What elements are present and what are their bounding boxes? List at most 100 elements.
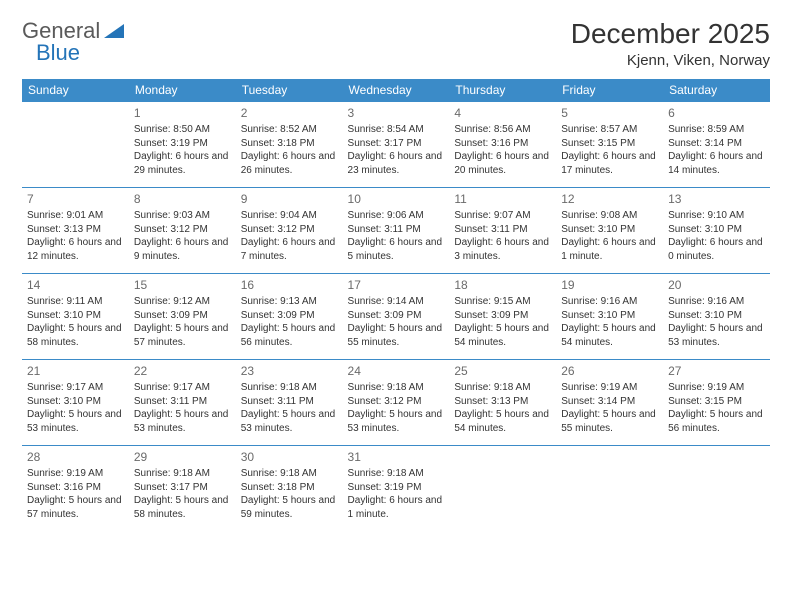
day-number: 7 — [27, 191, 124, 207]
sunset-text: Sunset: 3:10 PM — [668, 309, 765, 323]
title-block: December 2025 Kjenn, Viken, Norway — [571, 18, 770, 69]
sunrise-text: Sunrise: 9:16 AM — [668, 295, 765, 309]
day-number: 22 — [134, 363, 231, 379]
calendar-day-cell: 7Sunrise: 9:01 AMSunset: 3:13 PMDaylight… — [22, 188, 129, 274]
daylight-text: Daylight: 5 hours and 55 minutes. — [561, 408, 658, 435]
day-number: 17 — [348, 277, 445, 293]
sunrise-text: Sunrise: 9:15 AM — [454, 295, 551, 309]
calendar-day-cell: 19 Sunrise: 9:16 AMSunset: 3:10 PMDayligh… — [556, 274, 663, 360]
calendar-day-cell: 5Sunrise: 8:57 AMSunset: 3:15 PMDaylight… — [556, 102, 663, 188]
calendar-day-cell: 9Sunrise: 9:04 AMSunset: 3:12 PMDaylight… — [236, 188, 343, 274]
calendar-day-cell — [556, 446, 663, 532]
sunrise-text: Sunrise: 9:17 AM — [134, 381, 231, 395]
calendar-day-cell: 14 Sunrise: 9:11 AMSunset: 3:10 PMDayligh… — [22, 274, 129, 360]
daylight-text: Daylight: 6 hours and 7 minutes. — [241, 236, 338, 263]
day-number: 31 — [348, 449, 445, 465]
sunset-text: Sunset: 3:14 PM — [561, 395, 658, 409]
sunrise-text: Sunrise: 8:50 AM — [134, 123, 231, 137]
calendar-day-cell: 4 Sunrise: 8:56 AMSunset: 3:16 PMDaylight… — [449, 102, 556, 188]
sunrise-text: Sunrise: 8:56 AM — [454, 123, 551, 137]
sunrise-text: Sunrise: 9:01 AM — [27, 209, 124, 223]
sunrise-text: Sunrise: 9:18 AM — [134, 467, 231, 481]
day-number: 28 — [27, 449, 124, 465]
weekday-header: Wednesday — [343, 79, 450, 102]
day-number: 25 — [454, 363, 551, 379]
sunset-text: Sunset: 3:10 PM — [561, 309, 658, 323]
day-number: 30 — [241, 449, 338, 465]
calendar-day-cell: 30 Sunrise: 9:18 AMSunset: 3:18 PMDayligh… — [236, 446, 343, 532]
calendar-day-cell: 27Sunrise: 9:19 AMSunset: 3:15 PMDayligh… — [663, 360, 770, 446]
daylight-text: Daylight: 6 hours and 0 minutes. — [668, 236, 765, 263]
day-number: 19 — [561, 277, 658, 293]
daylight-text: Daylight: 6 hours and 14 minutes. — [668, 150, 765, 177]
sunrise-text: Sunrise: 9:18 AM — [241, 467, 338, 481]
weekday-header: Thursday — [449, 79, 556, 102]
sunset-text: Sunset: 3:10 PM — [27, 309, 124, 323]
calendar-day-cell: 23Sunrise: 9:18 AMSunset: 3:11 PMDayligh… — [236, 360, 343, 446]
day-number: 27 — [668, 363, 765, 379]
day-number: 26 — [561, 363, 658, 379]
calendar-week-row: 7Sunrise: 9:01 AMSunset: 3:13 PMDaylight… — [22, 188, 770, 274]
calendar-day-cell — [449, 446, 556, 532]
daylight-text: Daylight: 5 hours and 53 minutes. — [27, 408, 124, 435]
logo-triangle-icon — [104, 22, 124, 40]
daylight-text: Daylight: 6 hours and 17 minutes. — [561, 150, 658, 177]
calendar-day-cell: 22Sunrise: 9:17 AMSunset: 3:11 PMDayligh… — [129, 360, 236, 446]
day-number: 1 — [134, 105, 231, 121]
calendar-day-cell — [22, 102, 129, 188]
daylight-text: Daylight: 5 hours and 59 minutes. — [241, 494, 338, 521]
sunrise-text: Sunrise: 9:16 AM — [561, 295, 658, 309]
sunset-text: Sunset: 3:11 PM — [241, 395, 338, 409]
daylight-text: Daylight: 5 hours and 58 minutes. — [27, 322, 124, 349]
calendar-day-cell: 16Sunrise: 9:13 AMSunset: 3:09 PMDayligh… — [236, 274, 343, 360]
sunrise-text: Sunrise: 8:52 AM — [241, 123, 338, 137]
day-number: 13 — [668, 191, 765, 207]
sunset-text: Sunset: 3:19 PM — [134, 137, 231, 151]
calendar-day-cell: 21Sunrise: 9:17 AMSunset: 3:10 PMDayligh… — [22, 360, 129, 446]
day-number: 11 — [454, 191, 551, 207]
sunset-text: Sunset: 3:10 PM — [561, 223, 658, 237]
calendar-day-cell: 11Sunrise: 9:07 AMSunset: 3:11 PMDayligh… — [449, 188, 556, 274]
sunrise-text: Sunrise: 9:19 AM — [668, 381, 765, 395]
sunrise-text: Sunrise: 9:07 AM — [454, 209, 551, 223]
sunset-text: Sunset: 3:14 PM — [668, 137, 765, 151]
day-number: 2 — [241, 105, 338, 121]
day-number: 14 — [27, 277, 124, 293]
daylight-text: Daylight: 6 hours and 5 minutes. — [348, 236, 445, 263]
calendar-day-cell: 31Sunrise: 9:18 AMSunset: 3:19 PMDayligh… — [343, 446, 450, 532]
sunrise-text: Sunrise: 9:04 AM — [241, 209, 338, 223]
daylight-text: Daylight: 6 hours and 20 minutes. — [454, 150, 551, 177]
sunrise-text: Sunrise: 9:18 AM — [454, 381, 551, 395]
daylight-text: Daylight: 6 hours and 26 minutes. — [241, 150, 338, 177]
sunset-text: Sunset: 3:11 PM — [348, 223, 445, 237]
daylight-text: Daylight: 5 hours and 57 minutes. — [27, 494, 124, 521]
calendar-day-cell: 2Sunrise: 8:52 AMSunset: 3:18 PMDaylight… — [236, 102, 343, 188]
day-number: 3 — [348, 105, 445, 121]
sunset-text: Sunset: 3:09 PM — [134, 309, 231, 323]
calendar-week-row: 14Sunrise: 9:11 AMSunset: 3:10 PMDayligh… — [22, 274, 770, 360]
daylight-text: Daylight: 6 hours and 29 minutes. — [134, 150, 231, 177]
sunset-text: Sunset: 3:16 PM — [454, 137, 551, 151]
daylight-text: Daylight: 6 hours and 23 minutes. — [348, 150, 445, 177]
calendar-day-cell: 28Sunrise: 9:19 AMSunset: 3:16 PMDayligh… — [22, 446, 129, 532]
calendar-day-cell: 29Sunrise: 9:18 AMSunset: 3:17 PMDayligh… — [129, 446, 236, 532]
calendar-week-row: 28Sunrise: 9:19 AMSunset: 3:16 PMDayligh… — [22, 446, 770, 532]
sunset-text: Sunset: 3:13 PM — [454, 395, 551, 409]
daylight-text: Daylight: 5 hours and 54 minutes. — [454, 322, 551, 349]
calendar-day-cell: 25Sunrise: 9:18 AMSunset: 3:13 PMDayligh… — [449, 360, 556, 446]
daylight-text: Daylight: 5 hours and 56 minutes. — [241, 322, 338, 349]
sunrise-text: Sunrise: 9:11 AM — [27, 295, 124, 309]
calendar-day-cell — [663, 446, 770, 532]
calendar-day-cell: 26 Sunrise: 9:19 AMSunset: 3:14 PMDayligh… — [556, 360, 663, 446]
sunset-text: Sunset: 3:10 PM — [27, 395, 124, 409]
sunset-text: Sunset: 3:18 PM — [241, 481, 338, 495]
calendar-day-cell: 6Sunrise: 8:59 AMSunset: 3:14 PMDaylight… — [663, 102, 770, 188]
daylight-text: Daylight: 5 hours and 54 minutes. — [561, 322, 658, 349]
sunset-text: Sunset: 3:11 PM — [454, 223, 551, 237]
page-header: General December 2025 Kjenn, Viken, Norw… — [22, 18, 770, 69]
calendar-day-cell: 20Sunrise: 9:16 AMSunset: 3:10 PMDayligh… — [663, 274, 770, 360]
weekday-header: Saturday — [663, 79, 770, 102]
logo-text-blue: Blue — [36, 40, 80, 65]
sunrise-text: Sunrise: 9:19 AM — [561, 381, 658, 395]
day-number: 4 — [454, 105, 551, 121]
